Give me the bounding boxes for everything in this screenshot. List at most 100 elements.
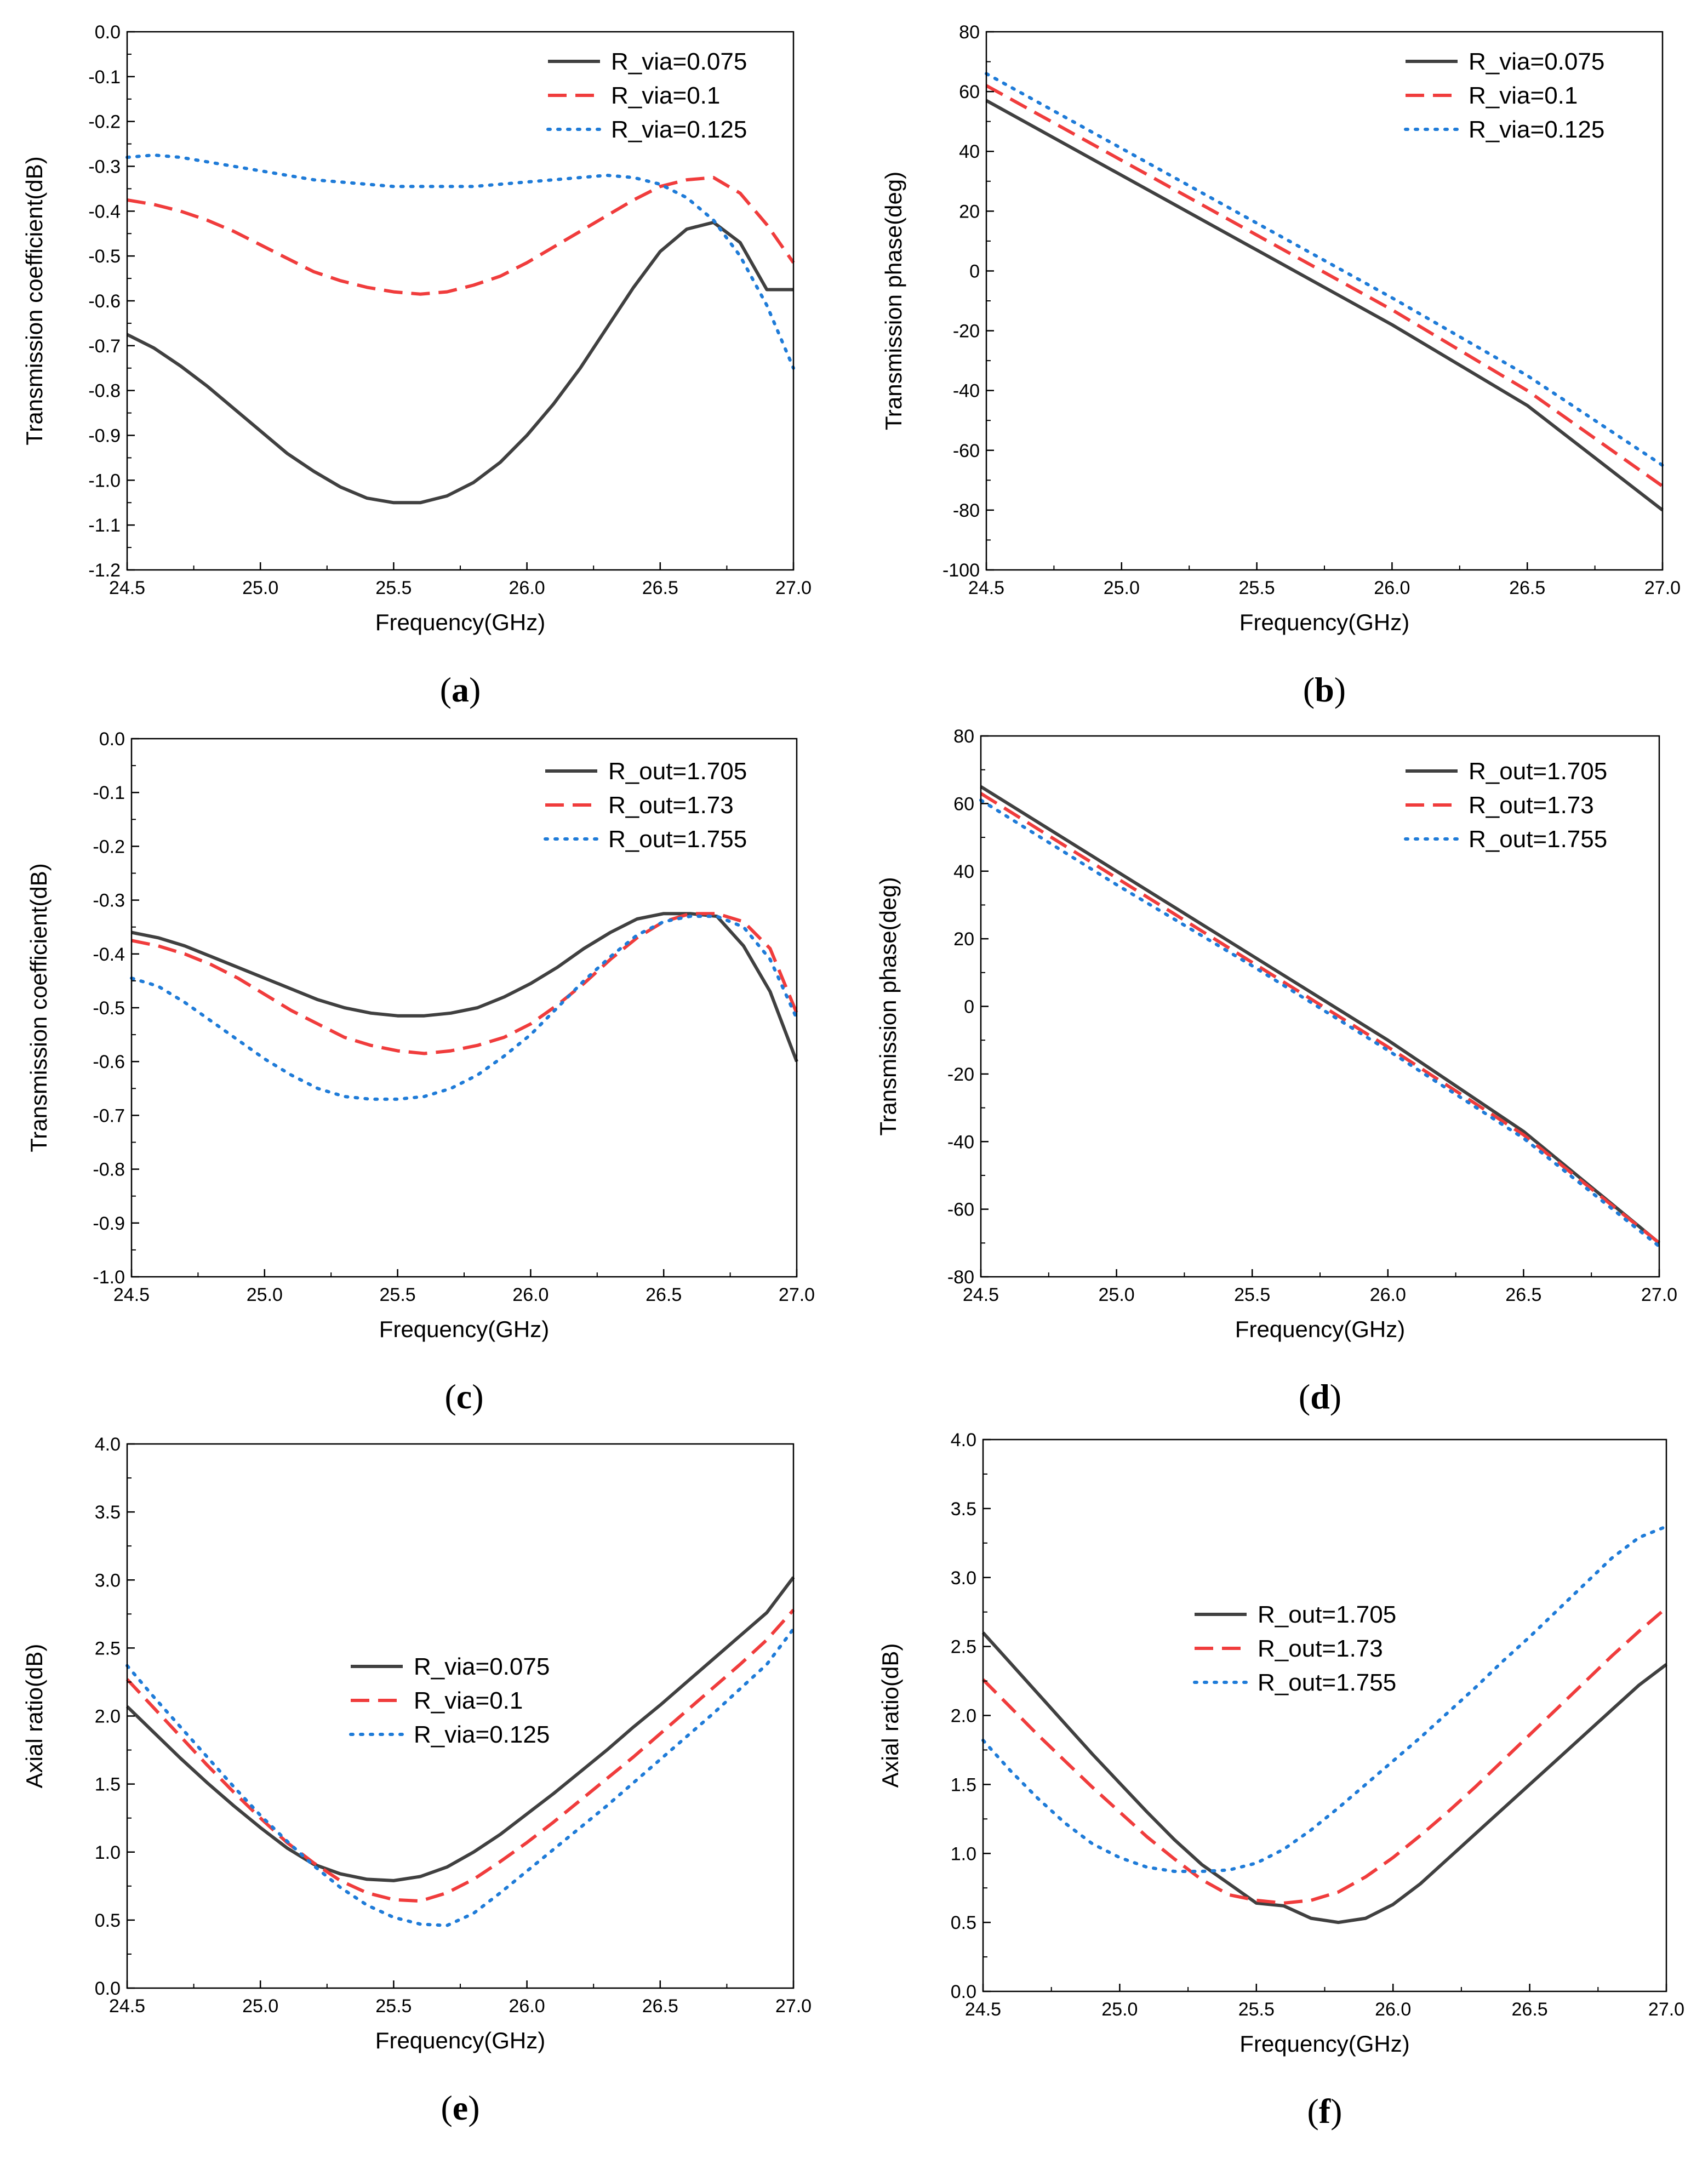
series-line-d-2	[979, 798, 1661, 1248]
y-tick-label-e-6: 1.0	[95, 1842, 121, 1863]
series-line-f-1	[981, 1606, 1667, 1905]
y-tick-label-d-7: -60	[947, 1200, 974, 1220]
series-line-e-0	[125, 1576, 795, 1882]
x-axis-title-b: Frequency(GHz)	[1239, 609, 1409, 635]
legend-label-c-0: R_out=1.705	[608, 758, 747, 785]
y-tick-label-a-7: -0.7	[88, 336, 121, 357]
x-tick-label-f-5: 27.0	[1648, 1999, 1684, 2020]
x-tick-label-a-5: 27.0	[775, 578, 812, 598]
y-tick-label-e-4: 2.0	[95, 1706, 121, 1727]
series-line-b-0	[985, 99, 1664, 512]
y-axis-title-a: Transmission coefficient(dB)	[21, 156, 47, 446]
x-tick-label-d-5: 27.0	[1641, 1284, 1677, 1305]
y-tick-label-a-6: -0.6	[88, 291, 121, 312]
y-tick-label-a-0: 0.0	[95, 22, 121, 43]
series-line-e-1	[125, 1608, 795, 1903]
x-axis-title-f: Frequency(GHz)	[1239, 2031, 1409, 2057]
legend-f: R_out=1.705 R_out=1.73 R_out=1.755	[1193, 1601, 1396, 1696]
y-tick-label-b-3: 20	[959, 201, 980, 222]
y-tick-label-a-3: -0.3	[88, 157, 121, 178]
y-tick-label-a-12: -1.2	[88, 560, 121, 581]
x-tick-label-b-4: 26.5	[1509, 578, 1545, 598]
y-tick-label-a-11: -1.1	[88, 515, 121, 536]
plot-frame-c	[130, 738, 798, 1278]
chart-c: 24.5 25.0 25.5 26.0 26.5 27.0 0.0 -0.1 -0.2 -0.3 -…	[26, 729, 815, 1416]
y-tick-label-d-2: 40	[953, 861, 974, 882]
x-tick-label-a-4: 26.5	[642, 578, 678, 598]
x-tick-label-d-3: 26.0	[1370, 1284, 1406, 1305]
legend-label-d-2: R_out=1.755	[1469, 826, 1607, 853]
y-tick-label-d-5: -20	[947, 1064, 974, 1085]
x-tick-label-b-3: 26.0	[1374, 578, 1410, 598]
y-tick-label-d-3: 20	[953, 929, 974, 950]
y-tick-label-c-10: -1.0	[93, 1267, 125, 1288]
series-line-c-1	[131, 912, 798, 1055]
y-tick-label-d-0: 80	[953, 726, 974, 747]
y-tick-label-c-6: -0.6	[93, 1052, 125, 1072]
y-tick-label-a-9: -0.9	[88, 426, 121, 447]
x-axis-title-d: Frequency(GHz)	[1235, 1316, 1405, 1342]
y-tick-label-b-9: -100	[942, 560, 980, 581]
series-line-b-2	[985, 72, 1664, 467]
series-line-f-2	[981, 1524, 1668, 1873]
legend-label-b-0: R_via=0.075	[1469, 48, 1604, 75]
y-tick-label-e-5: 1.5	[95, 1774, 121, 1795]
legend-label-e-0: R_via=0.075	[414, 1653, 550, 1680]
y-tick-label-c-9: -0.9	[93, 1213, 125, 1234]
y-tick-label-a-1: -0.1	[88, 67, 121, 88]
x-tick-label-d-4: 26.5	[1505, 1284, 1541, 1305]
x-tick-label-a-1: 25.0	[242, 578, 278, 598]
chart-f: 24.5 25.0 25.5 26.0 26.5 27.0 4.0 3.5 3.0 2.5 2.0 1…	[877, 1430, 1684, 2131]
plot-frame-f	[982, 1438, 1667, 1992]
y-tick-label-e-3: 2.5	[95, 1638, 121, 1659]
series-line-c-0	[131, 912, 798, 1063]
y-tick-label-c-4: -0.4	[93, 944, 125, 965]
x-tick-label-e-5: 27.0	[775, 1996, 812, 2017]
y-tick-label-c-0: 0.0	[99, 729, 125, 750]
x-tick-label-f-2: 25.5	[1238, 1999, 1275, 2020]
legend-label-a-2: R_via=0.125	[611, 116, 747, 143]
series-line-b-1	[985, 84, 1664, 488]
legend-label-f-0: R_out=1.705	[1258, 1601, 1396, 1628]
legend-d: R_out=1.705 R_out=1.73 R_out=1.755	[1404, 758, 1607, 853]
panel-caption-b: (b)	[1303, 670, 1346, 709]
x-tick-label-f-4: 26.5	[1512, 1999, 1548, 2020]
x-tick-label-c-2: 25.5	[380, 1284, 416, 1305]
x-tick-label-b-1: 25.0	[1104, 578, 1140, 598]
y-axis-title-c: Transmission coefficient(dB)	[26, 863, 52, 1152]
y-tick-label-f-6: 1.0	[951, 1843, 976, 1864]
legend-label-c-1: R_out=1.73	[608, 792, 734, 819]
series-line-d-0	[980, 785, 1660, 1244]
x-tick-label-e-4: 26.5	[642, 1996, 678, 2017]
x-tick-label-f-3: 26.0	[1375, 1999, 1411, 2020]
legend-label-e-2: R_via=0.125	[414, 1721, 550, 1748]
x-tick-label-b-2: 25.5	[1239, 578, 1275, 598]
chart-a: 24.5 25.0 25.5 26.0 26.5 27.0 0.0 -0.1 -0.2 -0.3 -…	[21, 22, 812, 709]
y-tick-label-c-2: -0.2	[93, 836, 125, 857]
x-tick-label-a-2: 25.5	[375, 578, 412, 598]
y-tick-label-e-2: 3.0	[95, 1570, 121, 1591]
y-tick-label-b-7: -60	[953, 441, 980, 461]
x-tick-label-e-3: 26.0	[509, 1996, 545, 2017]
chart-e: 24.5 25.0 25.5 26.0 26.5 27.0 4.0 3.5 3.0 2.5 2.0 1…	[21, 1434, 812, 2127]
legend-label-a-0: R_via=0.075	[611, 48, 747, 75]
x-tick-label-b-0: 24.5	[968, 578, 1004, 598]
y-tick-label-a-10: -1.0	[88, 470, 121, 491]
y-tick-label-c-7: -0.7	[93, 1105, 125, 1126]
x-tick-label-c-4: 26.5	[646, 1284, 682, 1305]
x-tick-label-d-2: 25.5	[1234, 1284, 1270, 1305]
x-tick-label-c-0: 24.5	[113, 1284, 150, 1305]
x-tick-label-a-0: 24.5	[109, 578, 145, 598]
legend-a: R_via=0.075 R_via=0.1 R_via=0.125	[546, 48, 747, 143]
x-axis-title-e: Frequency(GHz)	[375, 2028, 545, 2053]
series-line-a-1	[127, 176, 795, 296]
legend-b: R_via=0.075 R_via=0.1 R_via=0.125	[1404, 48, 1604, 143]
y-tick-label-c-1: -0.1	[93, 783, 125, 803]
x-axis-title-c: Frequency(GHz)	[379, 1316, 549, 1342]
y-axis-title-e: Axial ratio(dB)	[21, 1644, 47, 1789]
x-tick-label-e-0: 24.5	[109, 1996, 145, 2017]
y-tick-label-a-8: -0.8	[88, 381, 121, 402]
panel-caption-a: (a)	[440, 670, 481, 709]
y-tick-label-b-2: 40	[959, 141, 980, 162]
